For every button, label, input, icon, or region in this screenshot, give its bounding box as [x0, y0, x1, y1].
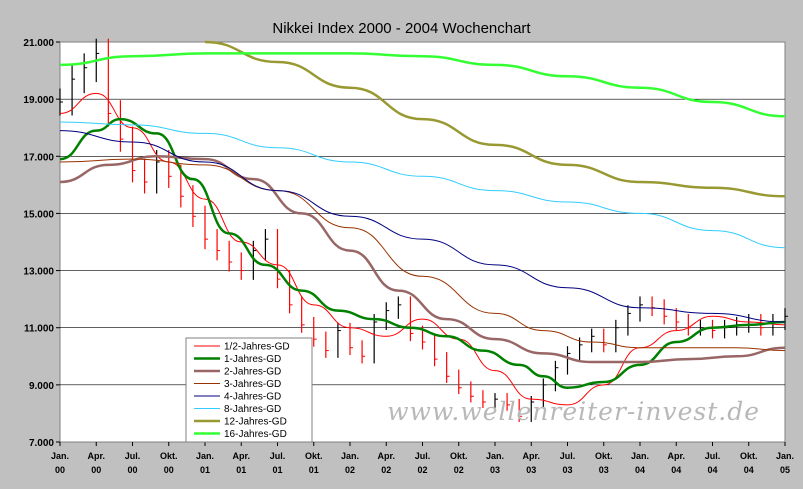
x-tick-label-year: 00: [55, 465, 65, 475]
chart-title: Nikkei Index 2000 - 2004 Wochenchart: [272, 20, 531, 37]
series-line-1: [59, 117, 786, 389]
legend: 1/2-Jahres-GD1-Jahres-GD 2-Jahres-GD3-Jah…: [185, 337, 313, 443]
x-tick-label-month: Jul.: [560, 451, 576, 461]
legend-label: 16-Jahres-GD: [224, 429, 287, 440]
x-tick-label-year: 05: [780, 465, 790, 475]
series-line-6: [204, 40, 786, 198]
x-tick-label-year: 03: [526, 465, 536, 475]
legend-label: 1/2-Jahres-GD: [224, 342, 290, 353]
legend-label: 1-Jahres-GD: [224, 354, 281, 365]
y-tick-label: 19.000: [23, 95, 54, 106]
x-tick-label-month: Jan.: [776, 451, 794, 461]
series-line-3: [59, 158, 786, 352]
legend-label: 8-Jahres-GD: [224, 404, 281, 415]
x-tick-label-month: Okt.: [305, 451, 323, 461]
x-tick-label-month: Okt.: [450, 451, 468, 461]
x-tick-label-year: 03: [562, 465, 572, 475]
y-tick-label: 15.000: [23, 209, 54, 220]
x-tick-label-year: 01: [272, 465, 282, 475]
x-tick-label-month: Jan.: [486, 451, 504, 461]
legend-label: 2-Jahres-GD: [224, 367, 281, 378]
y-tick-label: 17.000: [23, 152, 54, 163]
x-tick-label-month: Apr.: [522, 451, 540, 461]
x-tick-label-month: Jul.: [415, 451, 431, 461]
y-tick-label: 7.000: [29, 438, 54, 449]
series-line-7: [59, 52, 786, 118]
series-line-2: [59, 155, 786, 364]
x-tick-label-year: 02: [417, 465, 427, 475]
x-tick-label-month: Jan.: [341, 451, 359, 461]
series-line-0: [59, 92, 786, 406]
series-line-4: [59, 130, 786, 323]
legend-box: [185, 337, 313, 443]
x-tick-label-month: Jan.: [51, 451, 69, 461]
x-tick-label-year: 04: [671, 465, 681, 475]
x-tick-label-month: Jul.: [125, 451, 141, 461]
x-tick-label-year: 02: [454, 465, 464, 475]
series-line-5: [59, 121, 786, 249]
legend-label: 12-Jahres-GD: [224, 417, 287, 428]
x-tick-label-month: Apr.: [87, 451, 105, 461]
y-tick-label: 9.000: [29, 381, 54, 392]
legend-label: 3-Jahres-GD: [224, 379, 281, 390]
x-tick-label-year: 01: [200, 465, 210, 475]
y-tick-label: 11.000: [24, 324, 54, 335]
x-tick-label-year: 03: [490, 465, 500, 475]
x-tick-label-year: 04: [707, 465, 717, 475]
x-tick-label-month: Apr.: [232, 451, 250, 461]
x-tick-label-month: Jan.: [631, 451, 649, 461]
y-tick-label: 13.000: [23, 267, 54, 278]
x-tick-label-year: 00: [127, 465, 137, 475]
watermark: www.wellenreiter-invest.de: [387, 397, 760, 426]
x-tick-label-month: Apr.: [377, 451, 395, 461]
x-tick-label-year: 01: [236, 465, 246, 475]
legend-label: 4-Jahres-GD: [224, 392, 281, 403]
plot-area: [59, 41, 786, 443]
x-tick-label-month: Okt.: [160, 451, 178, 461]
x-tick-label-year: 02: [345, 465, 355, 475]
x-tick-label-year: 03: [599, 465, 609, 475]
x-tick-label-year: 00: [164, 465, 174, 475]
x-tick-label-month: Jan.: [196, 451, 214, 461]
x-tick-label-month: Apr.: [667, 451, 685, 461]
x-tick-label-month: Okt.: [595, 451, 613, 461]
x-tick-label-month: Okt.: [740, 451, 758, 461]
x-tick-label-month: Jul.: [270, 451, 286, 461]
x-tick-label-year: 00: [91, 465, 101, 475]
x-tick-label-year: 02: [381, 465, 391, 475]
x-axis: Jan. 00 Apr. 00 Jul. 00 Okt. 00 Jan. 01 Apr. 01 Jul.…: [51, 442, 794, 475]
y-axis: 7.000 9.000 11.000 13.000 15.000 17.000 19.000…: [23, 38, 60, 449]
y-tick-label: 21.000: [23, 38, 54, 49]
x-tick-label-year: 04: [635, 465, 645, 475]
weekly-bars: [59, 38, 788, 422]
legend-entries: 1/2-Jahres-GD1-Jahres-GD 2-Jahres-GD3-Jah…: [194, 342, 290, 440]
x-tick-label-year: 01: [309, 465, 319, 475]
x-tick-label-month: Jul.: [705, 451, 721, 461]
moving-averages: [59, 40, 786, 406]
x-tick-label-year: 04: [744, 465, 754, 475]
